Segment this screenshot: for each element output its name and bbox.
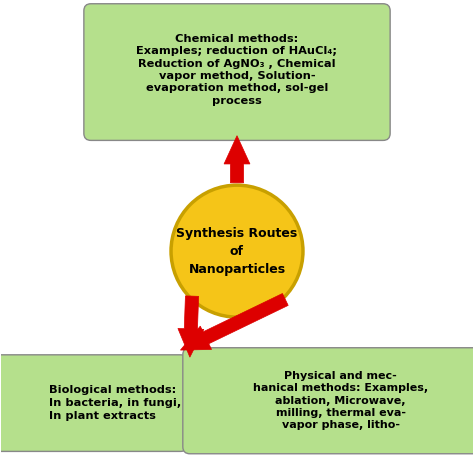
FancyBboxPatch shape <box>183 348 474 454</box>
Polygon shape <box>224 136 250 183</box>
Text: Chemical methods:
Examples; reduction of HAuCl₄;
Reduction of AgNO₃ , Chemical
v: Chemical methods: Examples; reduction of… <box>137 34 337 106</box>
Text: Biological methods:
In bacteria, in fungi,
In plant extracts: Biological methods: In bacteria, in fung… <box>48 385 181 420</box>
FancyBboxPatch shape <box>0 355 188 451</box>
Circle shape <box>171 185 303 317</box>
Polygon shape <box>178 296 204 357</box>
FancyBboxPatch shape <box>84 4 390 140</box>
Polygon shape <box>181 293 288 350</box>
Text: Synthesis Routes
of
Nanoparticles: Synthesis Routes of Nanoparticles <box>176 227 298 276</box>
Text: Physical and mec-
hanical methods: Examples,
ablation, Microwave,
milling, therm: Physical and mec- hanical methods: Examp… <box>253 371 428 430</box>
